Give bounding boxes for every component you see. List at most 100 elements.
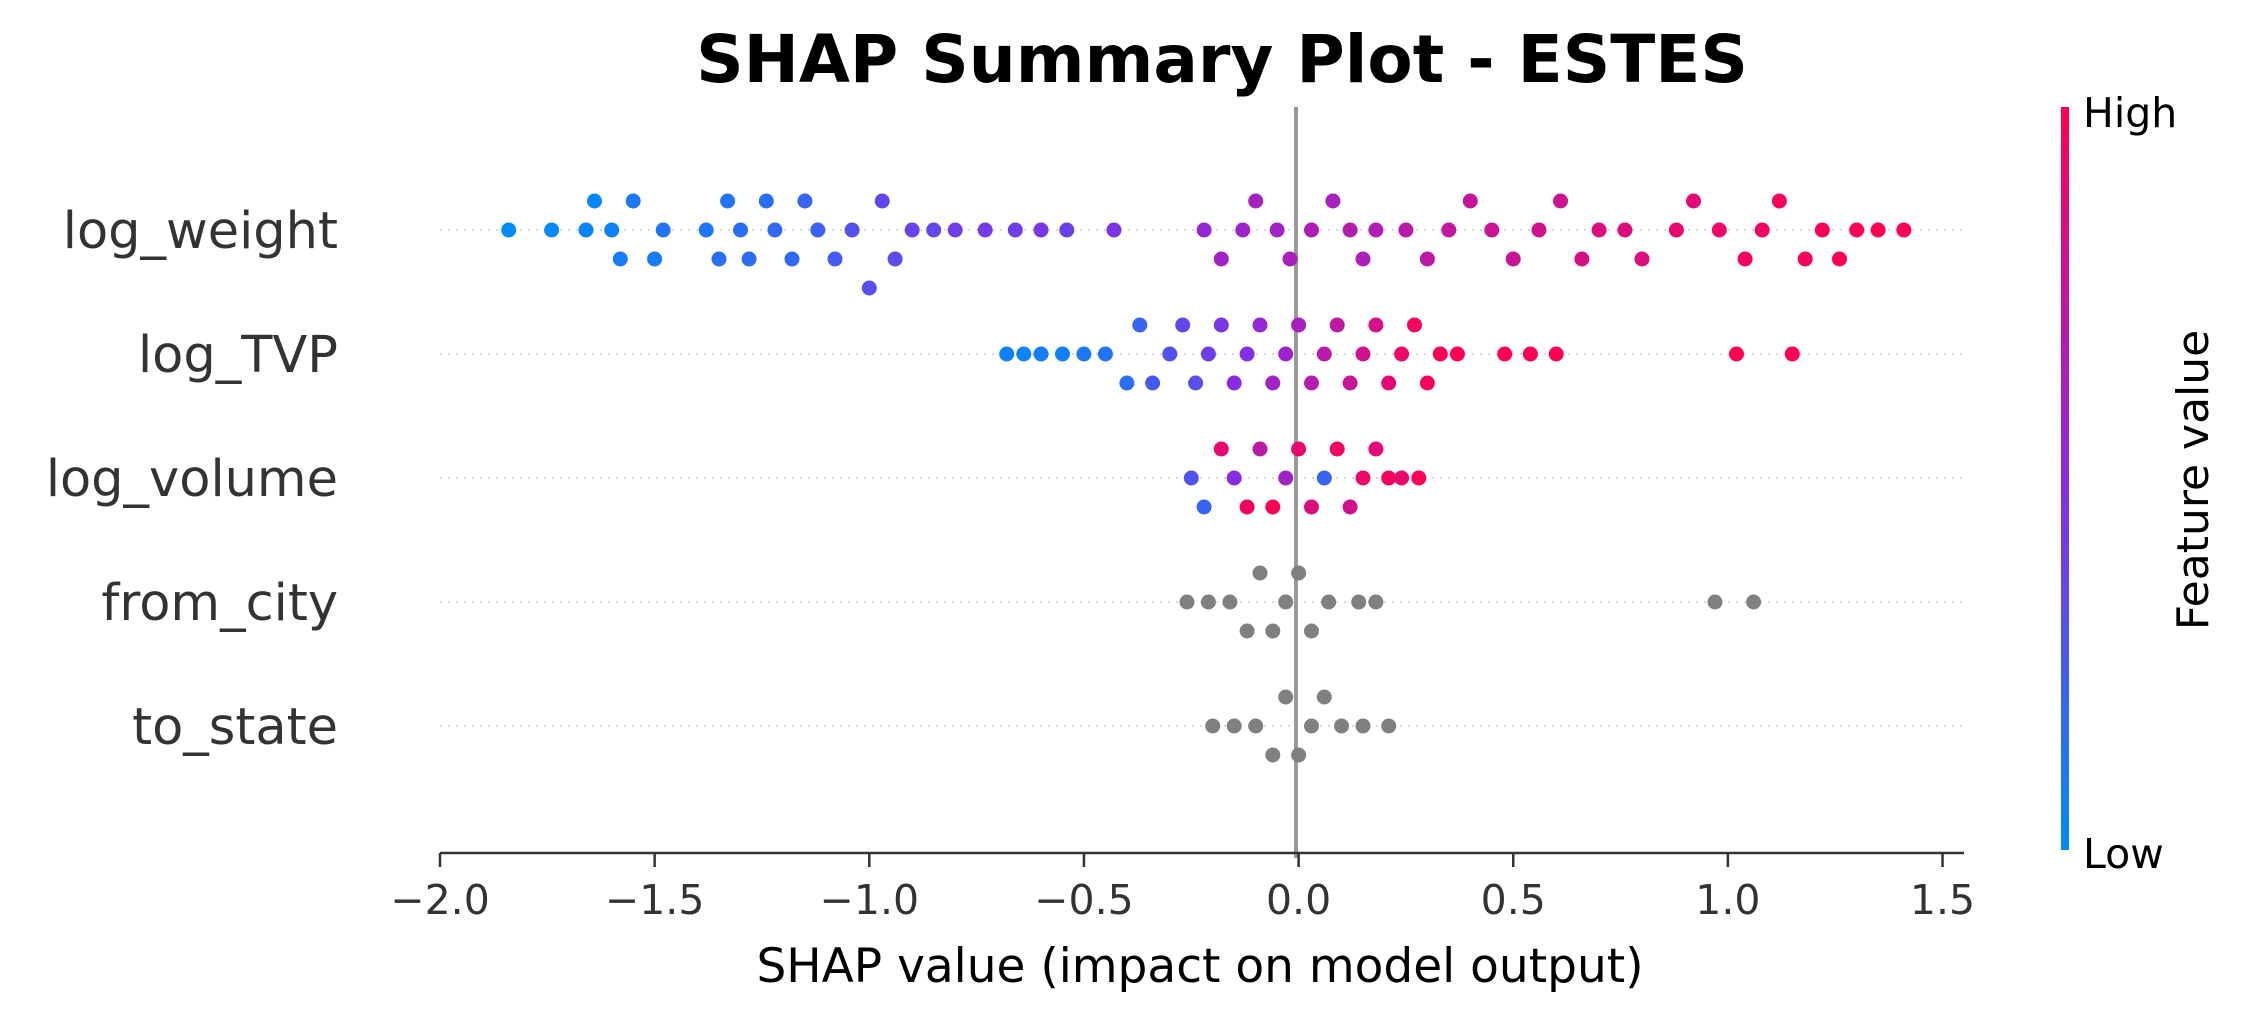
shap-point-to_state-6 [1304,718,1319,734]
shap-point-log_weight-51 [1574,251,1590,267]
shap-point-log_volume-11 [1329,441,1345,457]
shap-point-log_weight-9 [698,222,714,238]
shap-point-log_weight-18 [810,222,826,238]
shap-point-log_weight-15 [767,222,783,238]
shap-point-from_city-0 [1179,594,1195,610]
shap-point-from_city-6 [1278,594,1294,610]
shap-point-log_weight-66 [1896,222,1912,238]
shap-point-log_TVP-18 [1278,346,1294,362]
shap-point-log_weight-38 [1304,222,1319,238]
shap-point-log_TVP-36 [1784,346,1800,362]
shap-point-log_TVP-16 [1252,317,1268,333]
feature-label-from_city: from_city [101,574,338,633]
shap-point-log_volume-15 [1381,470,1397,486]
colorbar-low-label: Low [2083,830,2164,878]
shap-point-log_weight-37 [1282,251,1298,267]
shap-point-log_weight-49 [1531,222,1547,238]
shap-point-log_weight-62 [1814,222,1830,238]
shap-point-log_weight-44 [1419,251,1435,267]
colorbar-title: Feature value [2168,330,2219,630]
shap-point-log_volume-0 [1183,470,1199,486]
colorbar: High Low Feature value [2061,89,2219,878]
shap-point-log_weight-5 [612,251,628,267]
feature-label-log_weight: log_weight [63,202,338,261]
shap-point-from_city-5 [1265,623,1281,639]
shap-point-log_volume-1 [1196,499,1212,515]
shap-point-log_TVP-20 [1304,375,1319,391]
shap-point-log_weight-59 [1754,222,1770,238]
shap-point-log_weight-61 [1797,251,1813,267]
shap-point-log_TVP-31 [1449,346,1465,362]
shap-point-log_weight-52 [1591,222,1607,238]
shap-point-log_weight-35 [1248,193,1264,209]
feature-label-to_state: to_state [132,698,338,757]
shap-point-log_weight-20 [844,222,860,238]
shap-point-log_TVP-27 [1394,346,1410,362]
shap-point-log_weight-39 [1325,193,1341,209]
shap-point-log_weight-43 [1398,222,1414,238]
shap-point-log_TVP-11 [1188,375,1204,391]
shap-point-log_weight-10 [711,251,727,267]
shap-point-log_weight-42 [1368,222,1384,238]
shap-point-log_volume-16 [1394,470,1410,486]
shap-point-to_state-4 [1278,689,1294,705]
shap-point-log_TVP-19 [1291,317,1307,333]
shap-point-log_weight-11 [720,193,736,209]
shap-point-log_TVP-3 [1055,346,1070,362]
shap-point-log_weight-13 [741,251,757,267]
shap-point-log_weight-4 [604,222,620,238]
shap-point-log_TVP-23 [1342,375,1358,391]
shap-point-to_state-3 [1265,747,1281,763]
shap-point-from_city-8 [1304,623,1319,639]
shap-point-log_weight-25 [926,222,942,238]
shap-point-log_volume-10 [1316,470,1332,486]
x-tick-label-6: 1.0 [1695,876,1760,924]
shap-point-log_volume-7 [1278,470,1294,486]
shap-point-log_volume-3 [1226,470,1242,486]
shap-point-log_weight-40 [1342,222,1358,238]
shap-point-log_TVP-0 [999,346,1015,362]
shap-point-log_weight-33 [1213,251,1229,267]
shap-point-log_weight-29 [1033,222,1049,238]
shap-point-log_weight-0 [501,222,517,238]
shap-point-log_weight-28 [1007,222,1023,238]
shap-point-log_weight-26 [947,222,963,238]
shap-point-log_weight-22 [874,193,890,209]
x-tick-label-1: −1.5 [605,876,705,924]
shap-point-from_city-4 [1252,565,1268,581]
x-tick-label-4: 0.0 [1266,876,1331,924]
shap-point-log_weight-36 [1269,222,1285,238]
shap-point-from_city-7 [1291,565,1307,581]
shap-point-log_volume-17 [1411,470,1427,486]
feature-labels: log_weight log_TVP log_volume from_city to_s… [46,202,338,757]
shap-point-log_weight-23 [887,251,903,267]
shap-point-to_state-10 [1381,718,1397,734]
shap-point-log_weight-41 [1355,251,1371,267]
shap-point-log_TVP-13 [1213,317,1229,333]
x-axis-ticks: −2.0 −1.5 −1.0 −0.5 0.0 0.5 1.0 1.5 [390,853,1975,924]
shap-point-log_weight-48 [1505,251,1521,267]
shap-point-log_TVP-32 [1497,346,1513,362]
colorbar-gradient [2061,107,2069,850]
shap-point-log_weight-46 [1462,193,1478,209]
x-tick-label-7: 1.5 [1910,876,1975,924]
shap-point-to_state-1 [1226,718,1242,734]
shap-point-log_weight-21 [861,280,877,296]
shap-point-log_weight-14 [758,193,774,209]
colorbar-high-label: High [2083,89,2177,137]
shap-point-log_TVP-4 [1076,346,1092,362]
shap-point-log_weight-24 [904,222,920,238]
shap-point-log_weight-12 [733,222,748,238]
shap-point-log_volume-8 [1291,441,1307,457]
shap-point-from_city-13 [1746,594,1762,610]
shap-point-log_weight-54 [1634,251,1650,267]
shap-point-from_city-11 [1368,594,1384,610]
shap-point-log_weight-64 [1849,222,1865,238]
shap-point-log_weight-45 [1441,222,1457,238]
shap-point-log_TVP-25 [1368,317,1384,333]
shap-point-log_TVP-33 [1522,346,1538,362]
x-tick-label-0: −2.0 [390,876,490,924]
shap-point-log_TVP-6 [1119,375,1135,391]
shap-point-from_city-10 [1351,594,1367,610]
